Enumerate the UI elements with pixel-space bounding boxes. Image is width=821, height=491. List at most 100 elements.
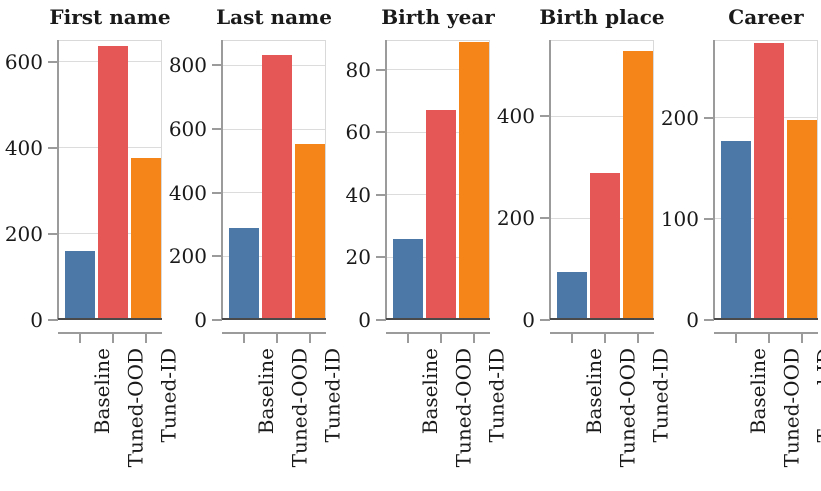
y-axis-line [57,40,59,320]
x-category-label: Tuned-OOD [779,348,803,468]
y-axis-tick [212,191,222,194]
x-axis-tick [604,334,606,343]
chart-panel-career: Career 0 100 200 Baseline Tuned-OOD Tuned-ID [656,0,821,491]
y-axis-tick [704,116,714,119]
y-axis-tick [704,217,714,220]
y-tick-label: 0 [522,308,535,332]
panel-title: First name [49,5,171,29]
x-axis-tick [637,334,639,343]
x-axis-tick [571,334,573,343]
bar-tuned-id [295,143,325,320]
bar-tuned-ood [426,110,456,320]
y-axis-tick [212,255,222,258]
panel-title: Last name [216,5,332,29]
bar-tuned-ood [262,54,292,320]
x-axis-tick [473,334,475,343]
x-axis-tick [145,334,147,343]
y-axis-tick [212,319,222,321]
bar-tuned-ood [754,43,784,320]
x-axis-line [714,332,818,334]
y-tick-label: 200 [168,244,207,269]
x-axis-tick [407,334,409,343]
plot-area [550,40,654,320]
y-tick-label: 600 [4,49,43,74]
y-axis-line [385,40,387,320]
plot-area [58,40,162,320]
y-axis-tick [376,68,386,71]
panel-title: Birth place [539,5,665,29]
bar-baseline [65,251,95,320]
y-axis-tick [48,60,58,63]
chart-panel-birth-place: Birth place 0 200 400 Baseline Tuned-OOD Tuned… [492,0,672,491]
y-tick-label: 800 [168,53,207,78]
y-tick-label: 0 [194,308,207,332]
plot-frame-top [222,40,326,41]
y-axis-tick [540,319,550,321]
y-tick-label: 0 [30,308,43,332]
plot-frame-right [161,40,162,320]
plot-area [386,40,490,320]
y-axis-tick [212,128,222,131]
plot-area [714,40,818,320]
bar-tuned-id [459,41,489,320]
plot-frame-right [489,40,490,320]
bar-baseline [557,271,587,320]
bar-baseline [393,238,423,320]
x-category-label: Baseline [418,348,442,435]
x-category-label: Tuned-OOD [451,348,475,468]
gridline [550,115,654,117]
y-axis-tick [376,319,386,321]
panel-title: Birth year [381,5,495,29]
zero-baseline [550,318,654,320]
x-axis-line [386,332,490,334]
y-axis-tick [48,232,58,235]
y-axis-tick [540,217,550,220]
panel-title: Career [728,5,804,29]
y-axis-line [221,40,223,320]
x-axis-tick [112,334,114,343]
x-category-label: Tuned-OOD [123,348,147,468]
x-axis-tick [801,334,803,343]
y-tick-label: 200 [496,206,535,231]
y-axis-line [713,40,715,320]
y-axis-tick [376,131,386,134]
y-tick-label: 400 [168,180,207,205]
y-axis-tick [48,146,58,149]
x-axis-line [550,332,654,334]
plot-area [222,40,326,320]
bar-tuned-id [131,158,161,320]
x-axis-tick [309,334,311,343]
bar-tuned-id [787,119,817,320]
plot-frame-top [58,40,162,41]
y-tick-label: 0 [686,308,699,332]
plot-frame-top [550,40,654,41]
y-tick-label: 0 [358,308,371,332]
x-axis-tick [440,334,442,343]
bar-tuned-ood [590,173,620,320]
x-category-label: Baseline [746,348,770,435]
x-category-label: Baseline [254,348,278,435]
x-category-label: Tuned-OOD [615,348,639,468]
y-axis-tick [704,319,714,321]
plot-frame-right [653,40,654,320]
plot-frame-right [325,40,326,320]
y-tick-label: 400 [4,135,43,160]
y-tick-label: 20 [345,245,371,270]
bar-tuned-ood [98,45,128,320]
zero-baseline [386,318,490,320]
x-axis-tick [768,334,770,343]
x-axis-tick [243,334,245,343]
bar-baseline [721,141,751,320]
y-axis-tick [540,115,550,118]
plot-frame-top [714,40,818,41]
x-category-label: Baseline [90,348,114,435]
plot-frame-right [817,40,818,320]
x-category-label: Tuned-ID [812,348,821,443]
x-axis-line [222,332,326,334]
y-tick-label: 400 [496,104,535,129]
y-tick-label: 60 [345,120,371,145]
y-tick-label: 40 [345,182,371,207]
bar-baseline [229,228,259,320]
bar-tuned-id [623,50,653,320]
y-tick-label: 200 [660,105,699,130]
